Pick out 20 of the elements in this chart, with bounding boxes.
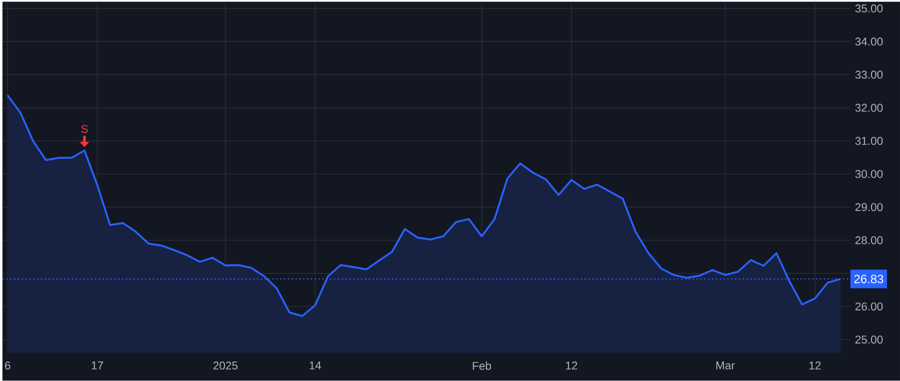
y-tick-label: 29.00: [855, 203, 883, 212]
y-tick-label: 32.00: [855, 104, 883, 112]
y-tick-label: 31.00: [855, 137, 883, 145]
x-tick-label: 17: [92, 362, 103, 370]
x-tick-label: Feb: [472, 362, 491, 370]
y-tick-label: 26.00: [855, 302, 883, 311]
y-tick-label: 35.00: [855, 4, 883, 13]
x-tick-label: Mar: [716, 362, 735, 370]
ref-line-label: 26.83: [854, 274, 884, 284]
x-tick-label: 2025: [213, 362, 238, 370]
y-tick-label: 30.00: [855, 170, 883, 178]
x-tick-label: 12: [809, 362, 821, 370]
x-tick-label: 14: [310, 362, 322, 370]
y-tick-label: 25.00: [855, 336, 883, 344]
y-tick-label: 33.00: [855, 70, 883, 79]
x-tick-label: 12: [566, 362, 578, 370]
y-tick-label: 34.00: [855, 38, 883, 46]
x-tick-label: 6: [5, 362, 10, 370]
y-tick-label: 28.00: [855, 236, 883, 244]
annotation: S: [81, 125, 88, 134]
